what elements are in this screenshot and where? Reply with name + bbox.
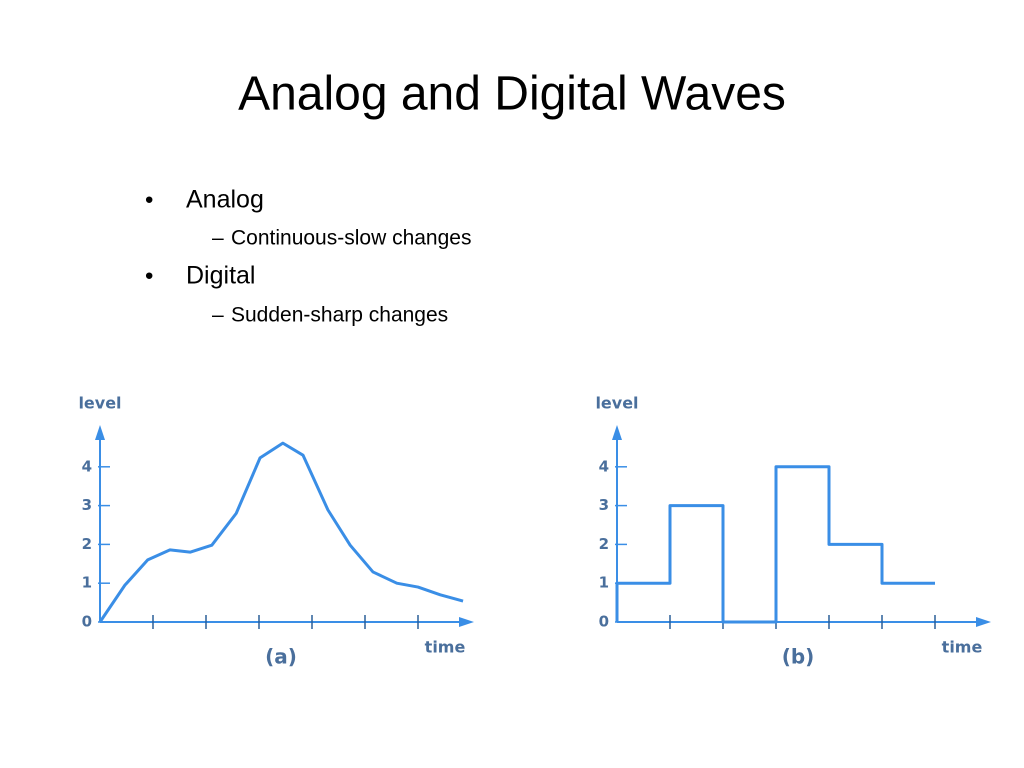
y-tick-label: 3 xyxy=(599,496,609,514)
y-tick-label: 4 xyxy=(82,457,92,475)
y-tick-label: 1 xyxy=(599,574,609,592)
y-axis-arrow xyxy=(95,425,105,440)
y-tick-label: 0 xyxy=(82,613,92,631)
dash: – xyxy=(212,227,224,250)
y-tick-label: 2 xyxy=(599,535,609,553)
x-axis-arrow xyxy=(459,617,474,627)
bullet-text: Digital xyxy=(186,262,255,290)
y-tick-label: 1 xyxy=(82,574,92,592)
step-line xyxy=(615,465,935,624)
y-axis-label: level xyxy=(595,394,638,413)
x-axis-label: time xyxy=(425,638,466,657)
slide-title: Analog and Digital Waves xyxy=(238,68,786,121)
x-axis-arrow xyxy=(976,617,991,627)
y-axis-arrow xyxy=(612,425,622,440)
bullet: • xyxy=(145,262,153,289)
y-tick-label: 0 xyxy=(599,613,609,631)
chart-caption: (b) xyxy=(782,645,815,669)
bullet: • xyxy=(145,186,153,213)
sub-bullet-text: Sudden-sharp changes xyxy=(231,304,448,327)
wave-line xyxy=(98,441,464,623)
y-tick-label: 2 xyxy=(82,535,92,553)
y-tick-label: 4 xyxy=(599,457,609,475)
sub-bullet-text: Continuous-slow changes xyxy=(231,227,471,250)
y-axis-label: level xyxy=(78,394,121,413)
bullet-text: Analog xyxy=(186,186,264,214)
x-axis-label: time xyxy=(942,638,983,657)
dash: – xyxy=(212,304,224,327)
y-tick-label: 3 xyxy=(82,496,92,514)
chart-caption: (a) xyxy=(265,645,297,669)
